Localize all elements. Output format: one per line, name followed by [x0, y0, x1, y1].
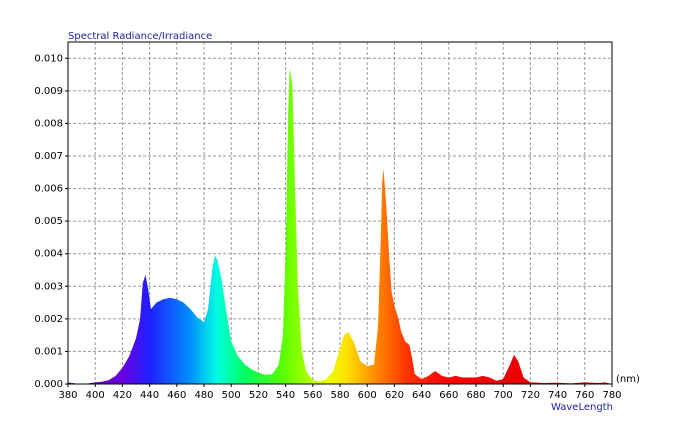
- x-tick-label: 480: [194, 390, 213, 401]
- x-tick-label: 680: [466, 390, 485, 401]
- x-tick-label: 660: [439, 390, 458, 401]
- x-tick-label: 460: [167, 390, 186, 401]
- y-tick-label: 0.008: [34, 118, 63, 129]
- plot-frame: [67, 41, 613, 385]
- x-tick-label: 720: [521, 390, 540, 401]
- y-tick-label: 0.004: [34, 249, 63, 260]
- chart-title: Spectral Radiance/Irradiance: [68, 31, 212, 42]
- y-tick-label: 0.009: [34, 86, 63, 97]
- x-tick-label: 780: [602, 390, 621, 401]
- y-tick-label: 0.006: [34, 184, 63, 195]
- x-tick-label: 740: [548, 390, 567, 401]
- x-tick-label: 620: [385, 390, 404, 401]
- x-tick-label: 400: [86, 390, 105, 401]
- x-tick-label: 520: [249, 390, 268, 401]
- x-tick-label: 380: [58, 390, 77, 401]
- y-tick-label: 0.005: [34, 216, 63, 227]
- y-tick-label: 0.001: [34, 346, 63, 357]
- y-tick-label: 0.007: [34, 151, 63, 162]
- x-tick-label: 560: [303, 390, 322, 401]
- x-tick-label: 580: [330, 390, 349, 401]
- y-tick-label: 0.002: [34, 314, 63, 325]
- y-tick-label: 0.003: [34, 281, 63, 292]
- x-axis-label: WaveLength: [551, 402, 613, 413]
- x-tick-label: 540: [276, 390, 295, 401]
- x-tick-label: 600: [358, 390, 377, 401]
- x-tick-label: 700: [494, 390, 513, 401]
- y-tick-label: 0.010: [34, 53, 63, 64]
- x-tick-label: 440: [140, 390, 159, 401]
- x-tick-label: 760: [575, 390, 594, 401]
- x-tick-label: 420: [113, 390, 132, 401]
- y-tick-label: 0.000: [34, 379, 63, 390]
- x-tick-label: 500: [222, 390, 241, 401]
- x-tick-label: 640: [412, 390, 431, 401]
- x-unit: (nm): [616, 374, 640, 385]
